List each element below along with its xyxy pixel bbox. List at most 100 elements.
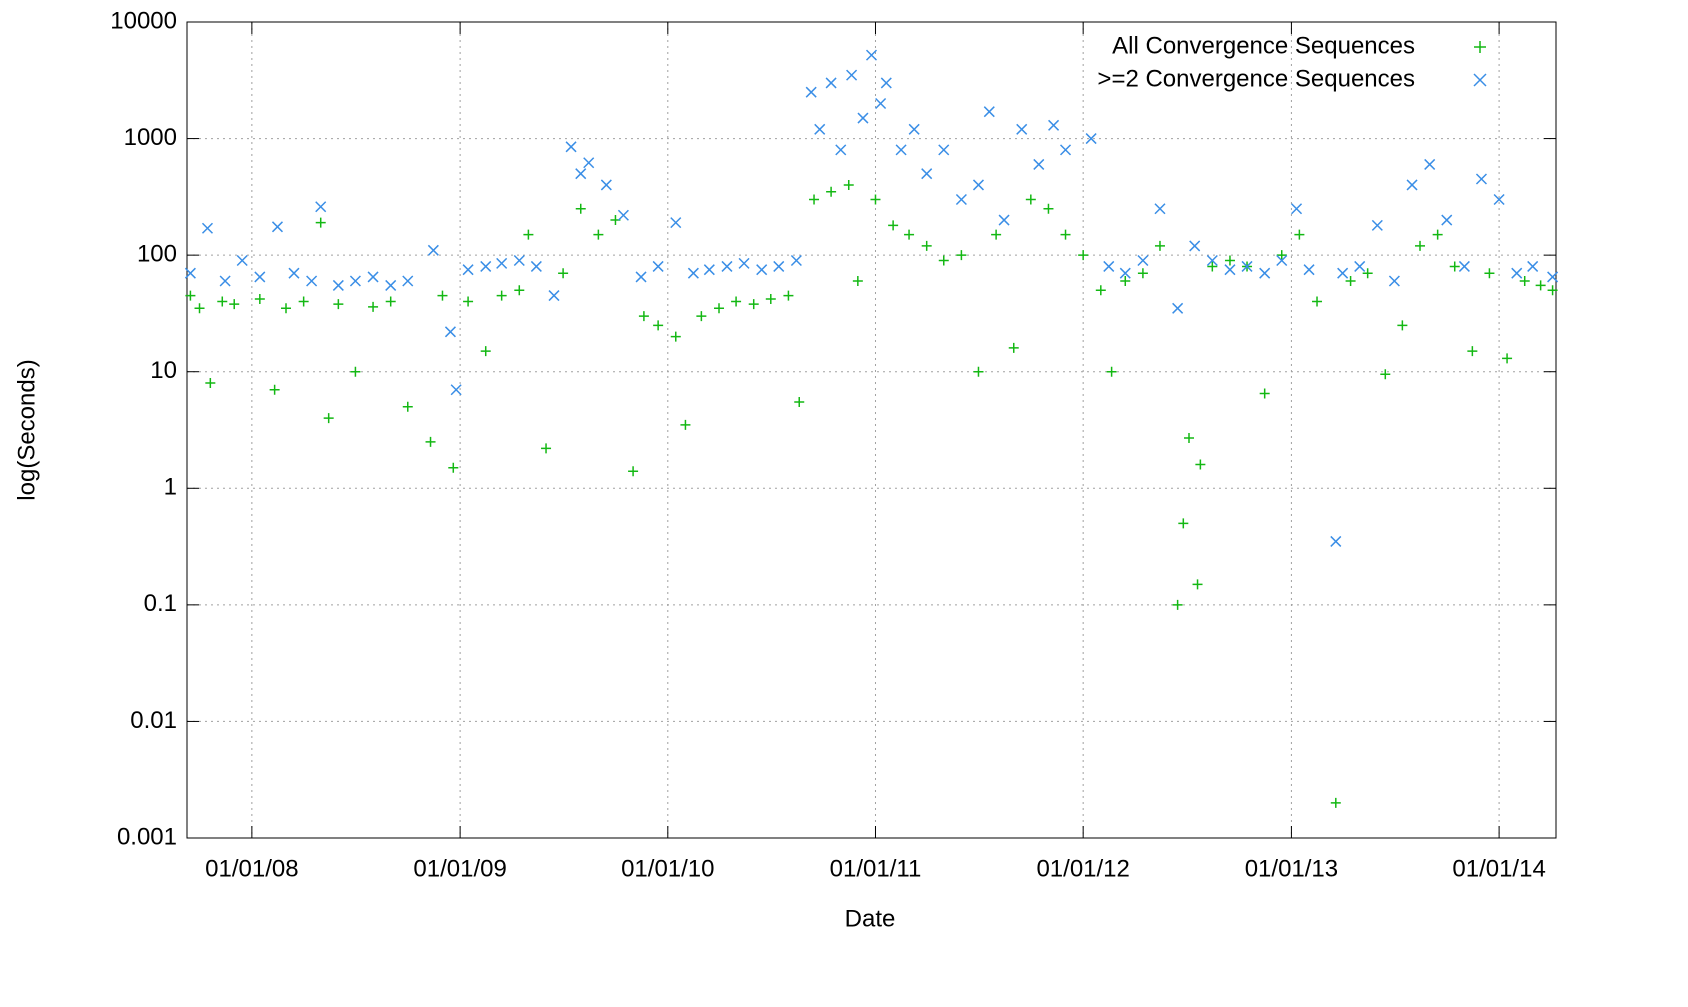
point <box>480 260 492 272</box>
point <box>205 378 216 389</box>
point <box>496 257 508 269</box>
point <box>298 296 309 307</box>
point <box>714 303 725 314</box>
point <box>1043 203 1054 214</box>
point <box>1120 276 1131 287</box>
point <box>680 419 691 430</box>
point <box>1259 388 1270 399</box>
point <box>1059 144 1072 156</box>
point <box>857 112 869 124</box>
legend-marker <box>1473 73 1487 87</box>
point <box>184 267 196 279</box>
point <box>1303 264 1315 276</box>
point <box>1276 254 1288 267</box>
point <box>1511 267 1523 279</box>
point <box>1527 260 1539 272</box>
point <box>367 271 379 283</box>
point <box>385 279 397 291</box>
point <box>895 144 907 156</box>
point <box>1467 346 1478 357</box>
point <box>1008 342 1019 353</box>
point <box>496 290 507 301</box>
point <box>773 260 785 272</box>
point <box>875 97 887 110</box>
point <box>1178 518 1189 529</box>
x-tick-label: 01/01/10 <box>621 855 714 882</box>
y-tick-label: 10 <box>150 357 177 384</box>
point <box>1276 250 1287 261</box>
point <box>281 303 292 314</box>
point <box>254 294 265 305</box>
point <box>738 257 750 269</box>
legend-marker <box>1474 41 1486 53</box>
legend-label: >=2 Convergence Sequences <box>1097 65 1415 92</box>
y-tick-label: 0.01 <box>130 707 177 734</box>
point <box>593 229 604 240</box>
point <box>1330 535 1342 547</box>
x-axis-label: Date <box>845 905 896 932</box>
point <box>1424 158 1436 170</box>
point <box>1103 260 1115 272</box>
y-tick-label: 10000 <box>110 7 177 34</box>
point <box>998 214 1010 226</box>
point <box>1192 579 1203 590</box>
y-tick-label: 0.001 <box>117 823 177 850</box>
point <box>1137 268 1148 279</box>
y-tick-label: 1 <box>164 474 177 501</box>
legend-label: All Convergence Sequences <box>1112 32 1415 59</box>
point <box>865 49 878 61</box>
point <box>1025 194 1036 205</box>
point <box>402 275 414 287</box>
plot-frame <box>186 21 1557 839</box>
point <box>843 179 854 190</box>
point <box>480 346 491 357</box>
point <box>1415 240 1426 251</box>
point <box>748 299 759 310</box>
point <box>1119 267 1131 279</box>
point <box>269 384 280 395</box>
point <box>600 179 612 191</box>
y-tick-label: 100 <box>137 240 177 267</box>
point <box>1154 240 1165 251</box>
point <box>1362 268 1373 279</box>
point <box>852 276 863 287</box>
point <box>437 290 448 301</box>
point <box>938 144 950 156</box>
point <box>1048 119 1060 131</box>
point <box>1406 179 1418 191</box>
point <box>315 217 326 228</box>
point <box>1519 276 1530 287</box>
point <box>1330 797 1341 808</box>
x-tick-label: 01/01/11 <box>830 855 922 882</box>
x-tick-label: 01/01/13 <box>1245 855 1338 882</box>
point <box>1547 271 1559 283</box>
point <box>653 320 664 331</box>
point <box>1397 320 1408 331</box>
point <box>463 296 474 307</box>
point <box>1388 275 1400 287</box>
point <box>1259 267 1271 279</box>
point <box>201 222 214 234</box>
point <box>523 229 534 240</box>
point <box>1502 353 1513 364</box>
point <box>323 413 334 424</box>
point <box>731 296 742 307</box>
point <box>617 209 629 221</box>
point <box>558 268 569 279</box>
point <box>548 290 560 302</box>
point <box>306 275 318 287</box>
point <box>670 217 682 229</box>
point <box>638 311 649 322</box>
point <box>670 331 681 342</box>
point <box>229 299 240 310</box>
point <box>583 157 595 169</box>
point <box>541 443 552 454</box>
point <box>236 254 248 267</box>
point <box>983 106 995 118</box>
point <box>1016 123 1028 135</box>
point <box>687 267 699 279</box>
point <box>721 260 733 272</box>
point <box>462 264 474 276</box>
point <box>805 86 817 98</box>
